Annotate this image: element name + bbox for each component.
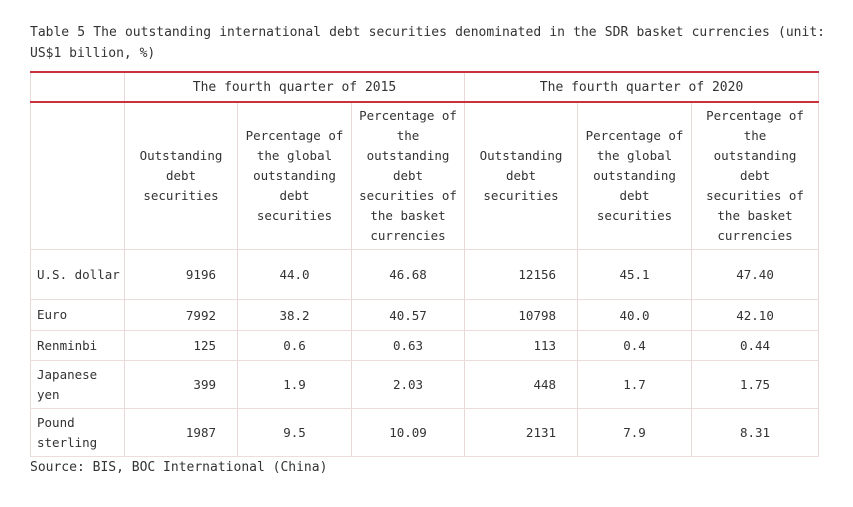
table-cell: 10798 xyxy=(464,299,579,331)
table-cell: 0.4 xyxy=(577,330,693,361)
header-blank-cell xyxy=(30,102,125,250)
table-cell: 40.0 xyxy=(577,299,693,331)
table-row: Pound sterling 1987 9.5 10.09 2131 7.9 8… xyxy=(30,408,820,457)
table-cell: 1.75 xyxy=(691,360,820,409)
table-cell: 399 xyxy=(124,360,238,409)
col-header-outstanding-2020: Outstanding debt securities xyxy=(464,102,579,250)
row-label-us-dollar: U.S. dollar xyxy=(30,249,125,300)
source-note: Source: BIS, BOC International (China) xyxy=(30,460,328,475)
table-cell: 38.2 xyxy=(237,299,352,331)
row-label-japanese-yen: Japanese yen xyxy=(30,360,125,409)
period-2015-header: The fourth quarter of 2015 xyxy=(123,71,466,103)
col-header-global-pct-2015: Percentage of the global outstanding deb… xyxy=(237,102,352,250)
table-cell: 46.68 xyxy=(350,249,466,300)
col-header-basket-pct-2020: Percentage of the outstanding debt secur… xyxy=(691,102,820,250)
table-cell: 0.44 xyxy=(691,330,820,361)
table-cell: 40.57 xyxy=(350,299,466,331)
table-row: Japanese yen 399 1.9 2.03 448 1.7 1.75 xyxy=(30,360,820,409)
row-label-renminbi: Renminbi xyxy=(30,330,125,361)
table-caption: Table 5 The outstanding international de… xyxy=(30,25,825,61)
table-cell: 2131 xyxy=(464,408,579,457)
table-cell: 0.63 xyxy=(350,330,466,361)
table-cell: 42.10 xyxy=(691,299,820,331)
period-2020-header: The fourth quarter of 2020 xyxy=(464,71,820,103)
table-cell: 7.9 xyxy=(577,408,693,457)
col-header-basket-pct-2015: Percentage of the outstanding debt secur… xyxy=(350,102,466,250)
table-row: U.S. dollar 9196 44.0 46.68 12156 45.1 4… xyxy=(30,249,820,300)
table-row: Euro 7992 38.2 40.57 10798 40.0 42.10 xyxy=(30,299,820,331)
table-cell: 2.03 xyxy=(350,360,466,409)
table-cell: 1.7 xyxy=(577,360,693,409)
table-cell: 8.31 xyxy=(691,408,820,457)
table-cell: 9196 xyxy=(124,249,238,300)
col-header-outstanding-2015: Outstanding debt securities xyxy=(124,102,238,250)
table-cell: 0.6 xyxy=(237,330,352,361)
table-cell: 125 xyxy=(124,330,238,361)
table-cell: 1.9 xyxy=(237,360,352,409)
table-cell: 44.0 xyxy=(237,249,352,300)
table-cell: 1987 xyxy=(124,408,238,457)
table-row: Renminbi 125 0.6 0.63 113 0.4 0.44 xyxy=(30,330,820,361)
row-label-euro: Euro xyxy=(30,299,125,331)
period-header-row: The fourth quarter of 2015 The fourth qu… xyxy=(30,71,820,103)
table-cell: 47.40 xyxy=(691,249,820,300)
table-cell: 10.09 xyxy=(350,408,466,457)
column-header-row: Outstanding debt securities Percentage o… xyxy=(30,102,820,250)
table-cell: 9.5 xyxy=(237,408,352,457)
table-cell: 7992 xyxy=(124,299,238,331)
table-cell: 113 xyxy=(464,330,579,361)
corner-cell xyxy=(30,71,125,103)
table-cell: 448 xyxy=(464,360,579,409)
debt-securities-table: The fourth quarter of 2015 The fourth qu… xyxy=(30,71,820,457)
col-header-global-pct-2020: Percentage of the global outstanding deb… xyxy=(577,102,693,250)
table-cell: 12156 xyxy=(464,249,579,300)
table-cell: 45.1 xyxy=(577,249,693,300)
row-label-pound-sterling: Pound sterling xyxy=(30,408,125,457)
